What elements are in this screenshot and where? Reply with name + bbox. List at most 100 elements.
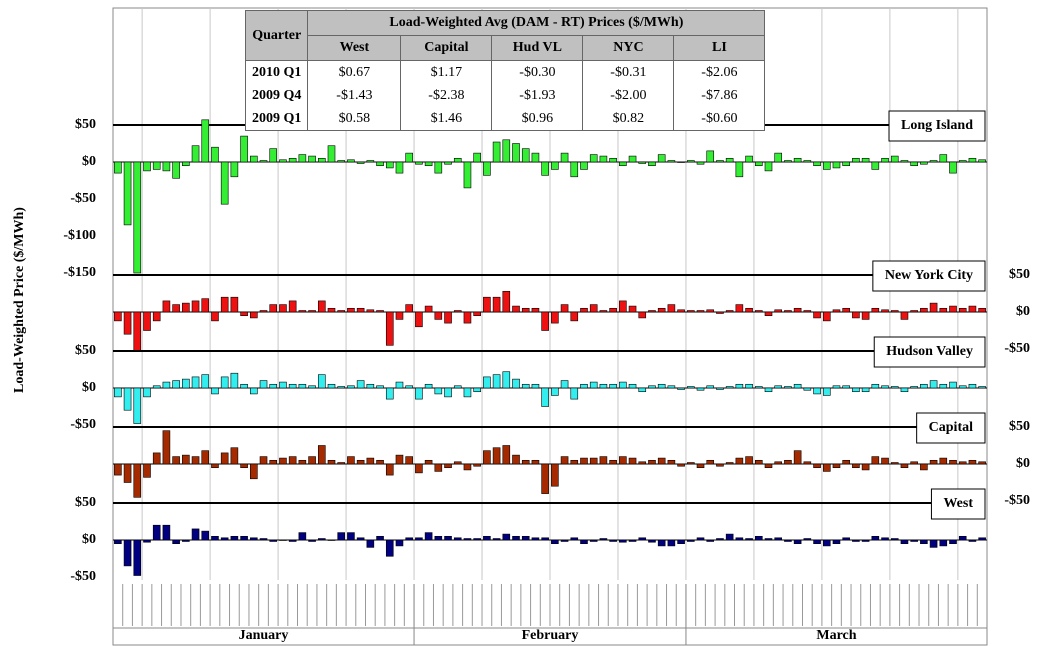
bar: [521, 148, 530, 163]
bar: [123, 387, 132, 411]
bar: [939, 307, 948, 313]
bar: [152, 161, 161, 170]
bar: [822, 387, 831, 396]
bar: [638, 387, 647, 392]
bar: [978, 537, 986, 541]
summary-table: Quarter Load-Weighted Avg (DAM - RT) Pri…: [244, 10, 766, 131]
column-header: NYC: [582, 35, 675, 61]
bar: [220, 161, 229, 205]
bar: [172, 456, 180, 465]
bar: [512, 143, 520, 163]
bar: [114, 161, 122, 174]
y-tick-label: -$50: [70, 191, 96, 206]
bar: [317, 374, 326, 389]
bar: [444, 463, 452, 468]
bar: [920, 307, 928, 313]
bar: [172, 304, 180, 313]
bar: [716, 538, 724, 541]
bar: [822, 311, 831, 322]
y-tick-label: $50: [1009, 419, 1030, 434]
bar: [473, 387, 481, 392]
bar: [191, 145, 200, 163]
bar: [677, 309, 685, 313]
bar: [803, 160, 812, 163]
bar: [259, 380, 268, 389]
bar: [317, 158, 326, 163]
bar: [512, 305, 520, 313]
bar: [376, 459, 384, 465]
bar: [123, 463, 132, 483]
bar: [871, 383, 880, 389]
bar: [308, 385, 316, 389]
bar: [968, 539, 977, 542]
table-cell: -$7.86: [673, 84, 766, 107]
bar: [910, 386, 918, 389]
column-header: West: [307, 35, 402, 61]
bar: [551, 161, 559, 170]
bar: [385, 539, 394, 557]
bar: [968, 459, 977, 465]
bar: [890, 386, 899, 389]
bar: [725, 158, 734, 163]
bar: [657, 457, 666, 465]
column-header: Capital: [400, 35, 493, 61]
bar: [327, 459, 336, 465]
bar: [929, 539, 938, 548]
bar: [890, 462, 899, 465]
bar: [784, 459, 792, 465]
bar: [463, 463, 472, 471]
bar: [716, 160, 724, 163]
bar: [949, 381, 957, 389]
bar: [628, 457, 637, 465]
y-tick-label: $0: [82, 532, 96, 547]
bar: [725, 386, 734, 389]
bar: [745, 538, 753, 541]
bar: [395, 311, 404, 320]
bar: [745, 456, 753, 465]
bar: [881, 537, 889, 541]
bar: [638, 537, 647, 541]
bar: [551, 387, 559, 396]
bar: [929, 160, 938, 163]
y-tick-label: $50: [1009, 267, 1030, 282]
bar: [152, 311, 161, 322]
bar: [958, 160, 967, 163]
bar: [900, 387, 909, 392]
bar: [269, 304, 278, 313]
bar: [881, 457, 889, 465]
bar: [745, 155, 753, 163]
bar: [269, 539, 278, 542]
bar: [648, 161, 656, 166]
y-tick-label: -$100: [63, 228, 96, 243]
bar: [531, 307, 540, 313]
bar: [706, 385, 715, 389]
bar: [366, 160, 375, 163]
bar: [201, 374, 210, 389]
bar: [424, 532, 433, 541]
bar: [657, 539, 666, 547]
bar: [735, 457, 744, 465]
bar: [764, 311, 773, 316]
legend-item: Hudson Valley: [873, 336, 986, 368]
x-tick-label: January: [239, 628, 289, 643]
bar: [512, 454, 520, 465]
bar: [240, 463, 248, 468]
bar: [327, 539, 336, 541]
bar: [628, 539, 637, 542]
bar: [628, 383, 637, 389]
table-cell: $0.67: [307, 60, 402, 84]
bar: [521, 535, 530, 541]
bar: [337, 160, 346, 163]
x-tick-label: February: [522, 628, 579, 643]
bar: [152, 452, 161, 465]
y-tick-label: $0: [82, 380, 96, 395]
bar: [279, 159, 287, 163]
bar: [784, 310, 792, 313]
bar: [259, 456, 268, 465]
bar: [551, 311, 559, 324]
bar: [803, 538, 812, 541]
bar: [861, 539, 870, 542]
bar: [220, 296, 229, 313]
table-cell: -$0.60: [673, 107, 766, 131]
bar: [609, 459, 617, 465]
